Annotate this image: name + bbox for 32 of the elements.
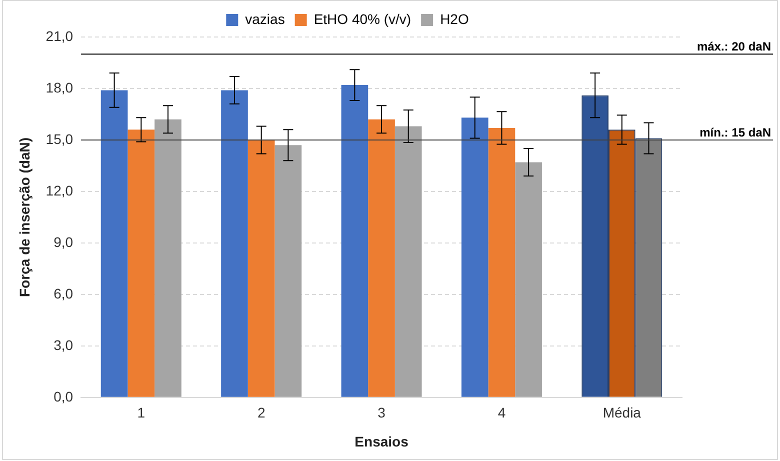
y-axis-title: Força de inserção (daN) [16,137,32,297]
y-tick-label: 6,0 [54,285,74,302]
bar [341,85,368,397]
bar [221,90,248,397]
bar [100,90,128,397]
bar [274,145,302,397]
y-tick-label: 12,0 [46,182,74,198]
x-tick-label: 1 [137,404,146,421]
x-tick-label: 4 [498,404,506,421]
bar [394,126,422,397]
ref-line-label: mín.: 15 daN [700,125,771,140]
legend-label: EtHO 40% (v/v) [314,10,412,27]
bar [128,130,155,397]
y-tick-label: 0,0 [54,388,74,404]
bar [461,118,488,397]
x-tick-label: 3 [378,404,386,421]
y-tick-label: 15,0 [46,130,74,147]
bar [515,162,542,397]
x-tick-label: Média [602,404,642,421]
bar [154,119,182,397]
bar [368,119,395,397]
x-tick-label: 2 [257,404,266,421]
ref-line-label: máx.: 20 daN [696,39,771,54]
bar [248,140,275,397]
y-tick-label: 9,0 [54,234,74,250]
y-tick-label: 18,0 [46,79,74,96]
legend-label: vazias [245,10,285,27]
bar [488,128,516,397]
y-tick-label: 21,0 [46,28,74,44]
y-tick-label: 3,0 [54,336,74,353]
x-axis-title: Ensaios [354,433,409,450]
legend-label: H2O [440,10,469,27]
